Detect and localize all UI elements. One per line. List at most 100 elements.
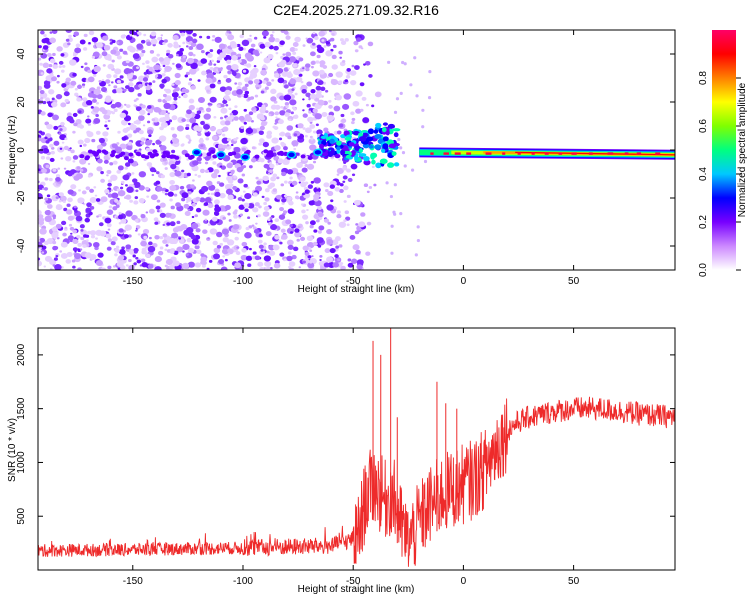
- spectrogram-noise-dot: [201, 70, 207, 76]
- spectrogram-noise-dot: [108, 84, 111, 87]
- spectrogram-cluster-dot: [387, 162, 395, 168]
- spectrogram-noise-dot: [153, 64, 161, 71]
- spectrogram-noise-dot: [38, 241, 43, 248]
- spectrogram-noise-dot: [305, 221, 309, 225]
- spectrogram-noise-dot: [362, 117, 370, 124]
- spectrogram-cluster-dot: [358, 153, 367, 157]
- spectrogram-noise-dot: [249, 69, 258, 76]
- spectrogram-noise-dot: [119, 112, 127, 119]
- spectrogram-noise-dot: [315, 60, 320, 64]
- spectrogram-noise-dot: [268, 36, 276, 43]
- spectrogram-noise-dot: [51, 76, 57, 82]
- spectrogram-noise-dot: [301, 167, 308, 173]
- spectrogram-noise-dot: [135, 106, 142, 112]
- spectrogram-noise-dot: [145, 253, 151, 258]
- spectrogram-noise-dot: [212, 35, 216, 38]
- spectrogram-noise-dot: [368, 74, 373, 78]
- spectrogram-streak-dot: [268, 151, 274, 156]
- spectrogram-noise-dot: [311, 255, 314, 258]
- spectrogram-noise-dot: [181, 118, 186, 123]
- spectrogram-noise-dot: [87, 76, 95, 83]
- spectrogram-noise-dot: [201, 185, 209, 193]
- spectrogram-noise-dot: [341, 118, 347, 124]
- spectrogram-noise-dot: [140, 141, 145, 145]
- spectrogram-noise-dot: [136, 49, 139, 52]
- spectrogram-cluster-dot: [382, 122, 388, 126]
- spectrogram-noise-dot: [295, 152, 300, 156]
- spectrogram-noise-dot: [294, 92, 298, 96]
- spectrogram-noise-dot: [317, 230, 322, 234]
- spectrogram-xtick-label: -50: [346, 276, 361, 287]
- spectrogram-noise-dot: [288, 265, 291, 269]
- spectrogram-cluster-dot: [367, 128, 375, 135]
- spectrogram-noise-dot: [68, 59, 77, 66]
- spectrogram-noise-dot: [116, 142, 120, 145]
- spectrogram-noise-dot: [252, 109, 257, 113]
- spectrogram-noise-dot: [284, 180, 288, 184]
- spectrogram-noise-dot: [231, 54, 238, 61]
- spectrogram-noise-dot: [214, 191, 221, 197]
- spectrogram-noise-dot: [258, 138, 265, 144]
- spectrogram-noise-dot: [219, 86, 227, 92]
- spectrogram-noise-dot: [112, 89, 118, 94]
- spectrogram-noise-dot: [122, 50, 128, 55]
- spectrogram-noise-dot: [75, 215, 83, 222]
- spectrogram-noise-dot: [263, 163, 269, 169]
- spectrogram-noise-dot: [343, 200, 347, 203]
- spectrogram-noise-dot: [184, 74, 189, 78]
- spectrogram-noise-dot: [128, 86, 135, 93]
- spectrogram-noise-dot: [123, 196, 128, 199]
- spectrogram-noise-dot: [133, 99, 137, 102]
- spectrogram-noise-dot: [220, 107, 228, 114]
- spectrogram-noise-dot: [84, 252, 92, 259]
- spectrogram-noise-dot: [129, 34, 133, 37]
- spectrogram-noise-dot: [142, 228, 150, 235]
- spectrogram-noise-dot: [323, 127, 329, 132]
- spectrogram-noise-dot: [204, 132, 211, 137]
- spectrogram-noise-dot: [244, 208, 249, 213]
- spectrogram-noise-dot: [338, 50, 343, 55]
- spectrogram-band-peak: [588, 152, 593, 155]
- spectrogram-noise-dot: [49, 259, 57, 266]
- spectrogram-noise-dot: [306, 163, 315, 170]
- spectrogram-bright-spot: [191, 148, 202, 157]
- spectrogram-noise-dot: [138, 115, 142, 118]
- spectrogram-noise-dot: [410, 168, 415, 172]
- spectrogram-noise-dot: [280, 183, 285, 187]
- spectrogram-noise-dot: [46, 52, 52, 58]
- spectrogram-noise-dot: [313, 229, 318, 233]
- spectrogram-noise-dot: [159, 202, 166, 208]
- spectrogram-noise-dot: [151, 56, 159, 63]
- spectrogram-noise-dot: [87, 69, 92, 74]
- spectrogram-noise-dot: [270, 224, 278, 231]
- spectrogram-noise-dot: [38, 214, 44, 219]
- spectrogram-cluster-dot: [373, 129, 379, 134]
- spectrogram-noise-dot: [172, 34, 179, 41]
- snr-panel: -150 -100 -50 0 50 500 1000 1500 2000 Height of …: [7, 327, 676, 595]
- spectrogram-noise-dot: [316, 237, 324, 244]
- spectrogram-noise-dot: [204, 197, 212, 203]
- spectrogram-noise-dot: [316, 219, 320, 223]
- spectrogram-noise-dot: [252, 192, 258, 197]
- spectrogram-noise-dot: [421, 125, 425, 129]
- spectrogram-noise-dot: [275, 116, 278, 119]
- spectrogram-noise-dot: [106, 246, 112, 251]
- spectrogram-noise-dot: [211, 216, 218, 222]
- spectrogram-noise-dot: [342, 103, 350, 110]
- spectrogram-noise-dot: [334, 236, 341, 242]
- spectrogram-noise-dot: [75, 43, 81, 48]
- spectrogram-noise-dot: [144, 139, 152, 146]
- spectrogram-cluster-dot: [370, 153, 376, 160]
- spectrogram-noise-dot: [204, 169, 210, 173]
- spectrogram-streak-dot: [212, 154, 218, 159]
- colorbar-ticks: 0.0 0.2 0.4 0.6 0.8: [698, 71, 741, 277]
- spectrogram-noise-dot: [206, 89, 210, 93]
- spectrogram-noise-dot: [243, 93, 249, 99]
- spectrogram-noise-dot: [298, 266, 301, 269]
- spectrogram-noise-dot: [331, 32, 335, 36]
- spectrogram-noise-dot: [265, 231, 272, 237]
- spectrogram-noise-dot: [95, 130, 101, 135]
- spectrogram-noise-dot: [195, 228, 201, 233]
- spectrogram-noise-dot: [292, 107, 297, 111]
- spectrogram-noise-dot: [353, 199, 361, 206]
